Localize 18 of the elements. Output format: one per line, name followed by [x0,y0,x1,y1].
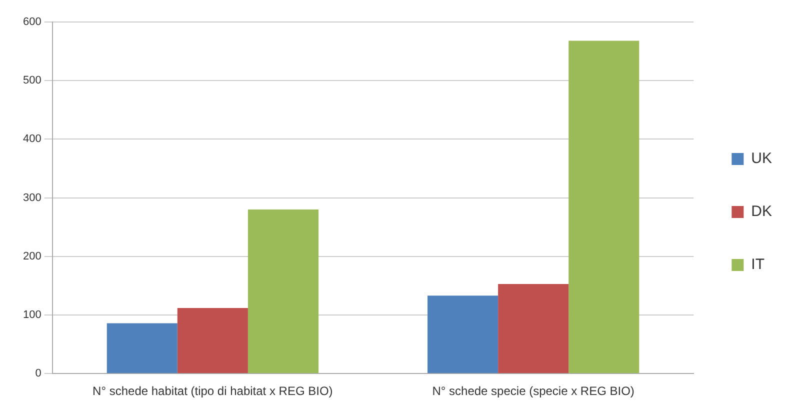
bar [106,323,178,374]
bar [498,284,569,374]
bar [248,210,318,374]
y-tick-label: 600 [22,16,42,28]
legend-label: UK [751,150,772,168]
y-tick-label: 300 [22,192,42,204]
bar [177,308,248,374]
bar [428,296,498,374]
x-tick-label: N° schede habitat (tipo di habitat x REG BIO) [92,384,333,398]
y-tick-label: 500 [22,74,42,87]
bar [568,40,640,374]
legend-label: IT [751,256,765,274]
y-tick-label: 100 [22,309,42,322]
y-tick-label: 0 [35,368,42,380]
legend-label: DK [751,203,772,220]
y-tick-label: 400 [22,133,42,146]
x-tick-label: N° schede specie (specie x REG BIO) [432,384,634,398]
y-tick-label: 200 [22,250,42,262]
